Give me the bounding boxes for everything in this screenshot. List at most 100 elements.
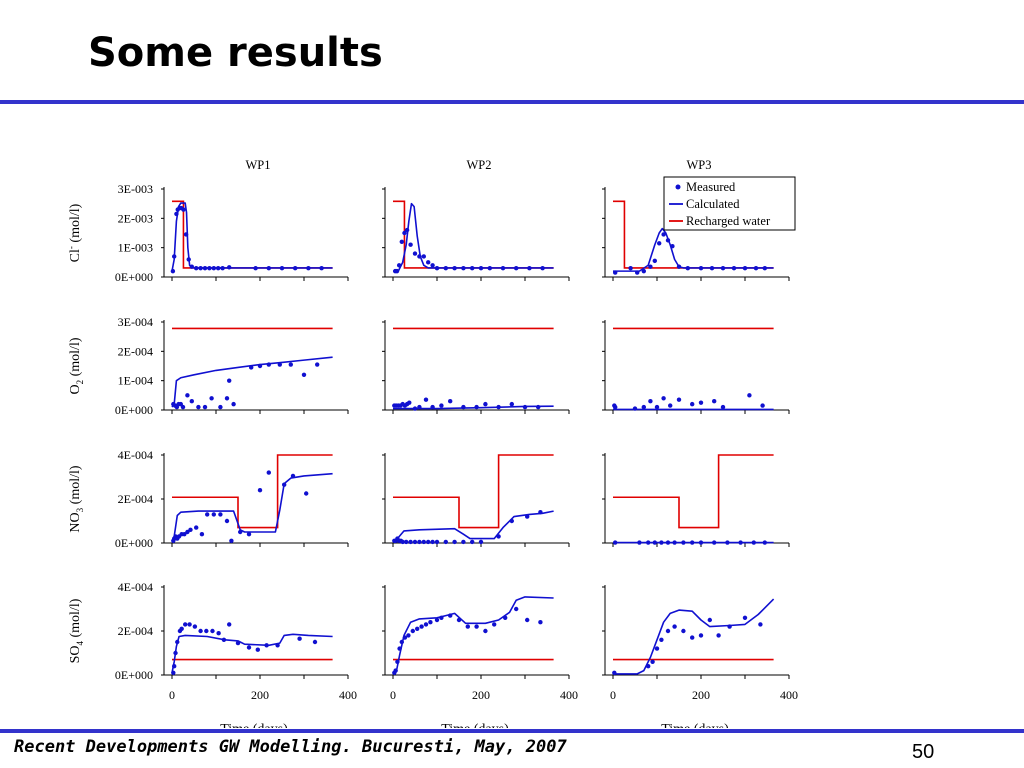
measured-point: [665, 540, 671, 545]
measured-point: [417, 254, 422, 259]
measured-point: [665, 238, 671, 243]
measured-point: [207, 266, 212, 271]
footer-text: Recent Developments GW Modelling. Bucure…: [14, 737, 567, 757]
measured-point: [182, 532, 187, 537]
measured-point: [293, 266, 298, 271]
title-rule: [0, 100, 1024, 104]
measured-point: [275, 643, 280, 648]
panel-cl-wp3: [602, 187, 790, 281]
measured-point: [659, 540, 664, 545]
measured-point: [648, 399, 653, 404]
measured-point: [668, 403, 673, 408]
measured-point: [419, 624, 424, 629]
measured-point: [657, 241, 662, 246]
measured-point: [238, 529, 243, 535]
measured-point: [676, 264, 682, 269]
measured-point: [231, 401, 236, 407]
calculated-line: [392, 510, 554, 542]
measured-point: [514, 266, 519, 271]
measured-point: [173, 650, 178, 656]
measured-point: [613, 270, 618, 275]
measured-point: [540, 266, 545, 271]
measured-point: [487, 266, 492, 271]
measured-point: [672, 624, 677, 629]
measured-point: [461, 266, 466, 271]
x-tick-label: 0: [610, 688, 616, 702]
measured-point: [509, 518, 514, 524]
measured-point: [707, 617, 712, 623]
measured-point: [483, 628, 488, 634]
measured-point: [632, 406, 638, 411]
y-tick-label: 4E-004: [118, 448, 153, 462]
x-tick-label: 400: [560, 688, 578, 702]
measured-point: [716, 633, 721, 638]
panel-o2-wp2: [382, 320, 570, 414]
measured-point: [646, 540, 651, 545]
measured-point: [659, 637, 664, 642]
measured-point: [434, 539, 440, 545]
footer-rule: [0, 729, 1024, 733]
panel-o2-wp1: [161, 320, 349, 414]
measured-point: [410, 628, 415, 634]
measured-point: [205, 512, 210, 517]
measured-point: [670, 244, 675, 249]
column-title-wp3: WP3: [687, 158, 712, 172]
measured-point: [192, 624, 198, 629]
measured-point: [478, 266, 484, 271]
measured-point: [297, 636, 302, 641]
measured-point: [712, 399, 717, 404]
measured-point: [181, 207, 186, 212]
legend-measured-marker: [675, 184, 681, 190]
measured-point: [690, 401, 695, 407]
recharged-water-line: [393, 454, 554, 529]
measured-point: [199, 532, 205, 537]
measured-point: [315, 362, 320, 367]
ylabel-so4: SO4 (mol/l): [68, 598, 85, 663]
measured-point: [762, 266, 767, 271]
measured-point: [235, 640, 241, 646]
measured-point: [175, 639, 180, 645]
measured-point: [470, 539, 475, 545]
ylabel-cl: Cl- (mol/l): [66, 203, 83, 262]
measured-point: [264, 643, 269, 648]
measured-point: [288, 362, 293, 367]
calculated-line: [613, 227, 774, 272]
y-tick-label: 1E-003: [118, 241, 153, 255]
measured-point: [426, 539, 431, 545]
measured-point: [654, 404, 660, 410]
recharged-water-line: [172, 454, 333, 529]
measured-point: [430, 263, 435, 268]
measured-point: [434, 617, 440, 623]
measured-point: [612, 670, 617, 675]
measured-point: [407, 400, 412, 405]
measured-point: [266, 266, 271, 271]
y-tick-label: 1E-004: [118, 374, 153, 388]
measured-point: [187, 622, 192, 627]
measured-point: [681, 628, 686, 634]
measured-point: [742, 266, 748, 271]
measured-point: [255, 647, 260, 652]
measured-point: [727, 624, 732, 629]
measured-point: [496, 404, 501, 410]
measured-point: [412, 251, 418, 256]
measured-point: [319, 266, 324, 271]
measured-point: [738, 540, 743, 545]
measured-point: [202, 404, 208, 410]
panel-no3-wp1: [161, 453, 349, 547]
measured-point: [652, 258, 657, 264]
measured-point: [180, 404, 186, 410]
measured-point: [194, 266, 199, 271]
measured-point: [312, 639, 318, 645]
measured-point: [227, 378, 232, 383]
measured-point: [301, 372, 307, 377]
legend-box: [663, 176, 796, 231]
measured-point: [690, 635, 695, 640]
measured-point: [189, 264, 194, 269]
measured-point: [690, 540, 695, 545]
calculated-line: [393, 202, 554, 272]
measured-point: [253, 266, 258, 271]
measured-point: [492, 622, 497, 627]
measured-point: [538, 620, 543, 625]
measured-point: [417, 404, 422, 410]
measured-point: [698, 266, 704, 271]
